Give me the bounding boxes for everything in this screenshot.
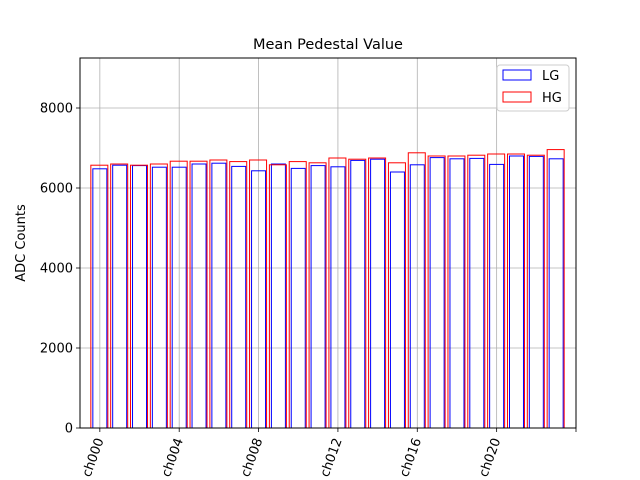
- chart-title: Mean Pedestal Value: [253, 37, 403, 53]
- bar-lg-ch021: [508, 155, 524, 429]
- bar-hg-ch009: [268, 164, 287, 429]
- bar-hg-ch014: [368, 157, 387, 429]
- bar-lg-ch019: [469, 157, 485, 429]
- bar-hg-ch011: [308, 162, 327, 429]
- bar-lg-ch017: [429, 157, 445, 429]
- bar-hg-ch013: [348, 158, 367, 429]
- y-axis-label: ADC Counts: [14, 204, 29, 282]
- bar-hg-ch002: [130, 164, 149, 429]
- bar-lg-ch005: [191, 163, 207, 429]
- legend: LG HG: [496, 64, 570, 112]
- y-axis: 0 2000 4000 6000 8000: [40, 102, 80, 437]
- plot-frame: [79, 57, 577, 429]
- bar-lg-ch010: [290, 167, 306, 429]
- bar-hg-ch010: [288, 161, 307, 429]
- legend-swatch-hg: [502, 91, 532, 103]
- bar-lg-ch015: [389, 171, 405, 429]
- bar-hg-ch020: [487, 153, 506, 429]
- y-tick-label: 6000: [40, 182, 73, 197]
- x-tick-label: ch008: [238, 436, 266, 479]
- bar-hg-ch017: [427, 155, 446, 429]
- bar-lg-ch014: [370, 158, 386, 429]
- bar-lg-ch002: [132, 165, 148, 429]
- x-axis: ch000 ch004 ch008 ch012 ch016 ch020: [80, 428, 577, 479]
- legend-swatch-lg: [502, 69, 532, 81]
- bar-hg-ch003: [149, 163, 168, 429]
- bar-hg-ch000: [90, 164, 109, 429]
- bar-hg-ch016: [407, 152, 426, 429]
- bar-hg-ch019: [467, 154, 486, 429]
- x-tick-label: ch020: [477, 436, 505, 479]
- bar-hg-ch006: [209, 159, 228, 429]
- bar-lg-ch009: [270, 163, 286, 429]
- bar-lg-ch018: [449, 158, 465, 429]
- bar-lg-ch023: [548, 158, 564, 429]
- bar-lg-ch001: [112, 164, 128, 429]
- bar-hg-ch007: [229, 161, 248, 429]
- bar-hg-ch012: [328, 157, 347, 429]
- bar-hg-ch023: [546, 149, 565, 429]
- bar-lg-ch006: [211, 162, 227, 429]
- bar-lg-ch011: [310, 165, 326, 429]
- x-tick-label: ch004: [159, 436, 187, 479]
- bar-hg-ch015: [387, 162, 406, 429]
- y-tick-label: 0: [65, 422, 73, 437]
- y-tick-label: 2000: [40, 342, 73, 357]
- x-tick-label: ch012: [318, 436, 346, 479]
- legend-label-hg: HG: [542, 91, 562, 106]
- bar-hg-ch008: [249, 159, 268, 429]
- bars-group: [90, 149, 565, 429]
- bar-lg-ch003: [151, 166, 167, 429]
- y-tick-label: 4000: [40, 262, 73, 277]
- bar-lg-ch007: [231, 165, 247, 429]
- bar-lg-ch022: [528, 155, 544, 429]
- y-tick-label: 8000: [40, 102, 73, 117]
- bar-hg-ch004: [169, 160, 188, 429]
- x-tick-label: ch000: [80, 436, 108, 479]
- x-tick-label: ch016: [397, 436, 425, 479]
- legend-label-lg: LG: [542, 69, 559, 84]
- grid-lines: [80, 58, 577, 429]
- bar-hg-ch005: [189, 160, 208, 429]
- bar-hg-ch021: [506, 153, 525, 429]
- bar-hg-ch022: [526, 154, 545, 429]
- bar-lg-ch013: [350, 159, 366, 429]
- bar-hg-ch018: [447, 155, 466, 429]
- bar-hg-ch001: [110, 163, 129, 429]
- legend-box: [496, 64, 570, 112]
